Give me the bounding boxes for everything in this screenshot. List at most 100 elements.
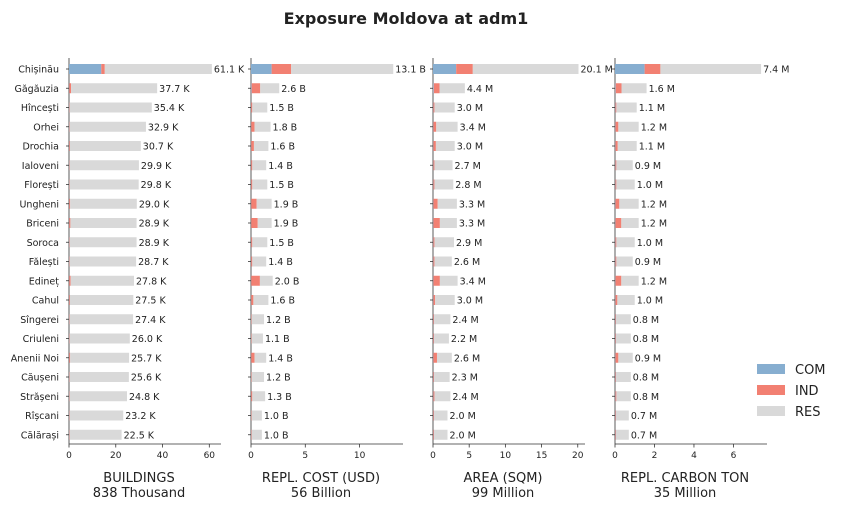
value-label-drochia: 1.1 M [639, 142, 665, 153]
bar-ind-riscani [433, 410, 435, 421]
bar-res-chisinau [472, 64, 579, 74]
x-tick-label: 0 [430, 451, 436, 461]
x-axis-subtitle: 838 Thousand [93, 486, 186, 501]
bar-ind-cahul [69, 295, 70, 305]
value-label-ialoveni: 2.7 M [455, 161, 481, 172]
bar-res-hincesti [69, 102, 152, 113]
bar-ind-criuleni [251, 333, 252, 344]
bar-res-drochia [253, 141, 269, 151]
bar-res-ialoveni [252, 160, 267, 171]
bar-ind-criuleni [615, 333, 616, 344]
value-label-causeni: 25.6 K [131, 373, 162, 384]
value-label-ungheni: 3.3 M [459, 199, 485, 210]
bar-com-chisinau [69, 64, 102, 74]
value-label-gagauzia: 37.7 K [159, 84, 190, 95]
panel-buildings: 0 20 40 60 61.1 K 37.7 K 35.4 K 32.9 K 30.7 K 29.… [66, 58, 245, 501]
bar-res-causeni [434, 372, 450, 382]
value-label-chisinau: 7.4 M [763, 65, 789, 76]
bar-res-gagauzia [439, 83, 465, 94]
region-label-floresti: Florești [24, 180, 59, 191]
bar-res-soroca [616, 237, 635, 248]
bar-res-criuleni [434, 333, 449, 344]
value-label-gagauzia: 4.4 M [467, 84, 493, 95]
panel-repl-cost: 0 5 10 13.1 B 2.6 B 1.5 B 1.8 B 1.6 B 1.4 B 1.5 B… [248, 58, 426, 501]
bar-res-floresti [434, 179, 454, 190]
bar-res-anenii-noi [436, 352, 452, 363]
bar-ind-cahul [251, 295, 254, 305]
x-axis-title: AREA (SQM) [463, 471, 542, 486]
legend-label-res: RES [795, 405, 821, 420]
bar-ind-cahul [615, 295, 618, 305]
bar-ind-edinet [615, 275, 622, 286]
bar-res-drochia [617, 141, 637, 151]
value-label-falesti: 0.9 M [635, 257, 661, 268]
x-tick-label: 5 [302, 451, 308, 461]
x-tick-label: 40 [157, 451, 169, 461]
bar-ind-riscani [251, 410, 252, 421]
bar-res-briceni [70, 218, 137, 228]
region-label-criuleni: Criuleni [23, 334, 59, 345]
bar-ind-causeni [615, 372, 616, 382]
bar-res-hincesti [434, 102, 455, 113]
x-axis-subtitle: 35 Million [654, 486, 717, 501]
value-label-straseni: 24.8 K [129, 392, 160, 403]
value-label-briceni: 1.9 B [274, 219, 299, 230]
bar-ind-chisinau [456, 64, 473, 74]
value-label-hincesti: 1.5 B [269, 103, 294, 114]
value-label-cahul: 27.5 K [135, 296, 166, 307]
x-axis-subtitle: 99 Million [472, 486, 535, 501]
bar-res-chisinau [104, 64, 212, 74]
bar-res-calarasi [434, 429, 448, 440]
bar-ind-ialoveni [615, 160, 617, 171]
value-label-riscani: 2.0 M [449, 411, 475, 422]
value-label-floresti: 2.8 M [455, 180, 481, 191]
bar-res-straseni [616, 391, 631, 402]
bar-ind-soroca [251, 237, 253, 248]
value-label-chisinau: 61.1 K [214, 65, 245, 76]
x-tick-label: 4 [691, 451, 697, 461]
bar-res-edinet [439, 275, 458, 286]
region-label-ungheni: Ungheni [19, 199, 59, 210]
region-label-chisinau: Chișinău [18, 65, 59, 76]
bar-ind-gagauzia [251, 83, 261, 94]
bar-res-falesti [616, 256, 633, 267]
region-label-edinet: Edineț [29, 276, 60, 287]
value-label-briceni: 3.3 M [459, 219, 485, 230]
bar-res-straseni [434, 391, 451, 402]
bar-res-briceni [439, 218, 457, 228]
bar-res-causeni [69, 372, 129, 382]
region-label-causeni: Căușeni [21, 373, 59, 384]
legend-swatch-com [757, 364, 785, 374]
value-label-edinet: 2.0 B [275, 276, 300, 287]
bar-ind-soroca [433, 237, 435, 248]
bar-ind-calarasi [251, 429, 252, 440]
value-label-falesti: 28.7 K [138, 257, 169, 268]
bar-ind-hincesti [251, 102, 253, 113]
value-label-falesti: 1.4 B [268, 257, 293, 268]
value-label-hincesti: 1.1 M [639, 103, 665, 114]
value-label-ungheni: 1.9 B [274, 199, 299, 210]
bar-res-anenii-noi [254, 352, 267, 363]
value-label-criuleni: 2.2 M [451, 334, 477, 345]
region-label-calarasi: Călărași [21, 430, 59, 441]
value-label-drochia: 1.6 B [270, 142, 295, 153]
x-tick-label: 15 [536, 451, 547, 461]
bar-res-cahul [435, 295, 455, 305]
bar-ind-orhei [615, 121, 619, 132]
bar-ind-ungheni [615, 198, 620, 209]
value-label-orhei: 1.8 B [273, 122, 298, 133]
value-label-gagauzia: 2.6 B [281, 84, 306, 95]
value-label-causeni: 0.8 M [633, 373, 659, 384]
bar-res-ungheni [437, 198, 457, 209]
bar-ind-gagauzia [433, 83, 440, 94]
value-label-causeni: 1.2 B [266, 373, 291, 384]
bar-res-gagauzia [621, 83, 647, 94]
value-label-anenii-noi: 1.4 B [268, 353, 293, 364]
region-label-straseni: Strășeni [20, 392, 59, 403]
bar-ind-causeni [433, 372, 435, 382]
x-axis-title: REPL. CARBON TON [621, 471, 749, 486]
bar-res-drochia [435, 141, 455, 151]
region-label-falesti: Fălești [29, 257, 59, 268]
